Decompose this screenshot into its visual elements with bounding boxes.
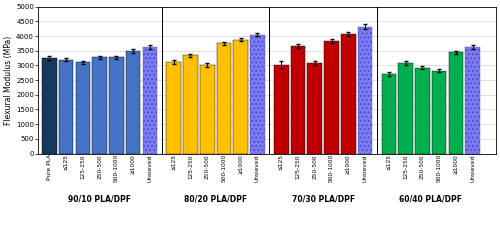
Bar <box>126 51 140 153</box>
Bar <box>216 43 231 153</box>
Bar <box>250 35 264 153</box>
Bar <box>59 59 74 153</box>
Bar <box>142 47 157 153</box>
Bar <box>290 46 306 153</box>
Bar <box>382 74 396 153</box>
Text: 60/40 PLA/DPF: 60/40 PLA/DPF <box>399 195 462 204</box>
Bar <box>448 52 463 153</box>
Bar <box>166 62 181 153</box>
Bar <box>466 47 480 153</box>
Bar <box>415 68 430 153</box>
Text: 80/20 PLA/DPF: 80/20 PLA/DPF <box>184 195 247 204</box>
Bar <box>358 27 372 153</box>
Bar <box>109 57 124 153</box>
Bar <box>42 58 56 153</box>
Text: 90/10 PLA/DPF: 90/10 PLA/DPF <box>68 195 131 204</box>
Bar <box>234 39 248 153</box>
Bar <box>183 55 198 153</box>
Bar <box>92 57 107 153</box>
Bar <box>274 64 288 153</box>
Bar <box>200 65 214 153</box>
Bar <box>76 62 90 153</box>
Text: 70/30 PLA/DPF: 70/30 PLA/DPF <box>292 195 354 204</box>
Bar <box>432 71 446 153</box>
Y-axis label: Flexural Modulus (MPa): Flexural Modulus (MPa) <box>4 35 13 125</box>
Bar <box>398 63 413 153</box>
Bar <box>341 34 355 153</box>
Bar <box>308 63 322 153</box>
Bar <box>324 41 339 153</box>
